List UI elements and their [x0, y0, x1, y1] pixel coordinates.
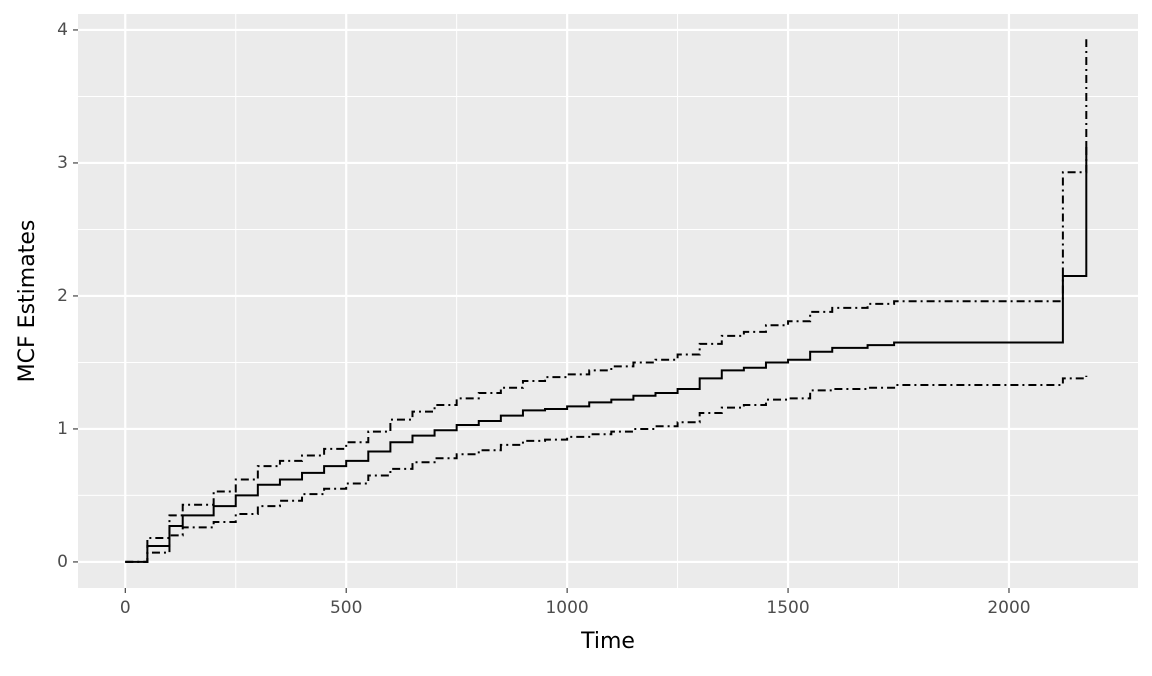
y-tick-label: 1 — [57, 419, 68, 439]
x-axis-title: Time — [580, 629, 635, 654]
y-tick-label: 0 — [57, 552, 68, 572]
series-line — [125, 39, 1088, 563]
y-tick-label: 4 — [57, 20, 68, 40]
y-tick-label: 2 — [57, 286, 68, 306]
x-tick-label: 1000 — [545, 598, 588, 618]
x-tick-label: 1500 — [766, 598, 809, 618]
y-tick-label: 3 — [57, 153, 68, 173]
x-tick-label: 2000 — [987, 598, 1030, 618]
series-line — [125, 143, 1088, 563]
panel — [78, 14, 1138, 588]
x-tick-label: 0 — [120, 598, 131, 618]
y-axis-title: MCF Estimates — [15, 220, 40, 383]
x-tick-label: 500 — [330, 598, 362, 618]
